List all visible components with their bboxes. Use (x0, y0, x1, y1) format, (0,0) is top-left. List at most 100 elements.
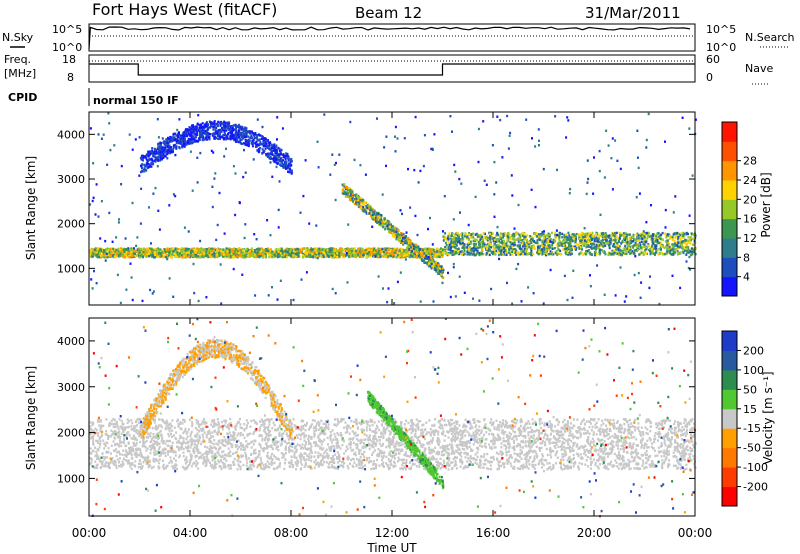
power-cell (324, 253, 327, 256)
power-cell (640, 240, 643, 243)
power-cell (144, 248, 146, 251)
power-cell (582, 235, 585, 239)
power-cell (283, 253, 286, 256)
power-cell (126, 255, 129, 259)
power-cell (169, 251, 172, 255)
power-cell (403, 254, 405, 257)
power-cell (365, 255, 368, 259)
power-cell (444, 252, 447, 255)
power-cell (141, 167, 143, 170)
power-cell (152, 154, 154, 157)
power-cell (280, 247, 283, 251)
power-cell (521, 234, 524, 237)
cpid-label: CPID (8, 91, 37, 104)
power-cell (504, 232, 507, 235)
power-cell (150, 157, 153, 160)
power-cell (675, 247, 678, 251)
power-cell (628, 240, 631, 244)
power-cell (603, 242, 605, 245)
power-cell (162, 141, 165, 144)
power-cell (536, 241, 539, 245)
power-cell (651, 250, 654, 254)
power-cell (685, 232, 688, 235)
power-cell (587, 244, 590, 247)
power-cell (503, 247, 506, 250)
power-cell (338, 251, 340, 255)
power-cell (652, 242, 655, 245)
power-cell (142, 255, 144, 258)
power-cell (507, 244, 510, 247)
power-cell (110, 251, 112, 255)
power-cell (532, 252, 535, 256)
power-cell (655, 250, 658, 253)
power-cell (456, 240, 459, 244)
power-cell (195, 133, 198, 136)
power-cell (164, 149, 167, 152)
power-cell (590, 245, 593, 248)
power-cell (100, 254, 103, 258)
power-cell (494, 240, 497, 243)
power-cell (357, 247, 360, 251)
power-cell (174, 249, 177, 252)
power-cell (326, 254, 329, 257)
power-cell (404, 249, 407, 253)
power-cell (255, 255, 258, 259)
power-cell (176, 255, 179, 259)
power-cell (562, 239, 565, 243)
power-cell (101, 249, 104, 252)
power-cell (660, 245, 663, 248)
power-cell (516, 232, 519, 235)
power-cell (692, 243, 695, 246)
power-cell (523, 232, 526, 235)
power-cell (255, 251, 258, 255)
power-cell (190, 142, 193, 145)
power-cell (197, 255, 200, 258)
power-cell (259, 143, 262, 146)
power-cell (275, 251, 278, 254)
power-cell (142, 159, 144, 162)
power-cell (468, 245, 471, 249)
power-cell (450, 241, 453, 244)
power-cell (120, 250, 123, 253)
power-cell (509, 238, 512, 241)
power-cell (165, 253, 168, 257)
power-cell (379, 252, 382, 255)
power-cell (686, 251, 689, 254)
power-cell (452, 241, 455, 244)
power-cell (289, 250, 291, 253)
power-cell (432, 255, 435, 259)
power-cell (679, 233, 682, 237)
power-cell (201, 138, 204, 142)
power-cell (516, 245, 519, 248)
power-cell (288, 162, 291, 165)
power-cell (315, 256, 317, 259)
power-cell (522, 253, 525, 256)
power-cell (157, 255, 159, 258)
power-cell (660, 233, 663, 237)
power-cell (524, 235, 527, 239)
power-cell (364, 250, 367, 254)
power-cell (579, 233, 582, 237)
power-cell (142, 156, 145, 159)
power-cell (209, 249, 212, 252)
power-cell (574, 234, 577, 238)
power-cell (500, 232, 503, 235)
power-cell (383, 247, 386, 250)
power-cell (452, 235, 455, 239)
power-cell (249, 252, 252, 255)
power-cell (251, 253, 254, 256)
power-cell (264, 139, 267, 143)
power-cell (278, 255, 281, 258)
power-cell (322, 254, 325, 257)
station-title: Fort Hays West (fitACF) (92, 0, 277, 19)
power-cell (342, 248, 345, 251)
power-cell (294, 248, 297, 251)
power-cell (380, 255, 383, 258)
power-cell (551, 244, 554, 247)
power-cell (128, 256, 131, 259)
power-cell (240, 128, 243, 131)
power-cell (604, 253, 607, 256)
power-cell (627, 243, 630, 247)
power-cell (543, 248, 546, 251)
power-cell (224, 253, 227, 256)
